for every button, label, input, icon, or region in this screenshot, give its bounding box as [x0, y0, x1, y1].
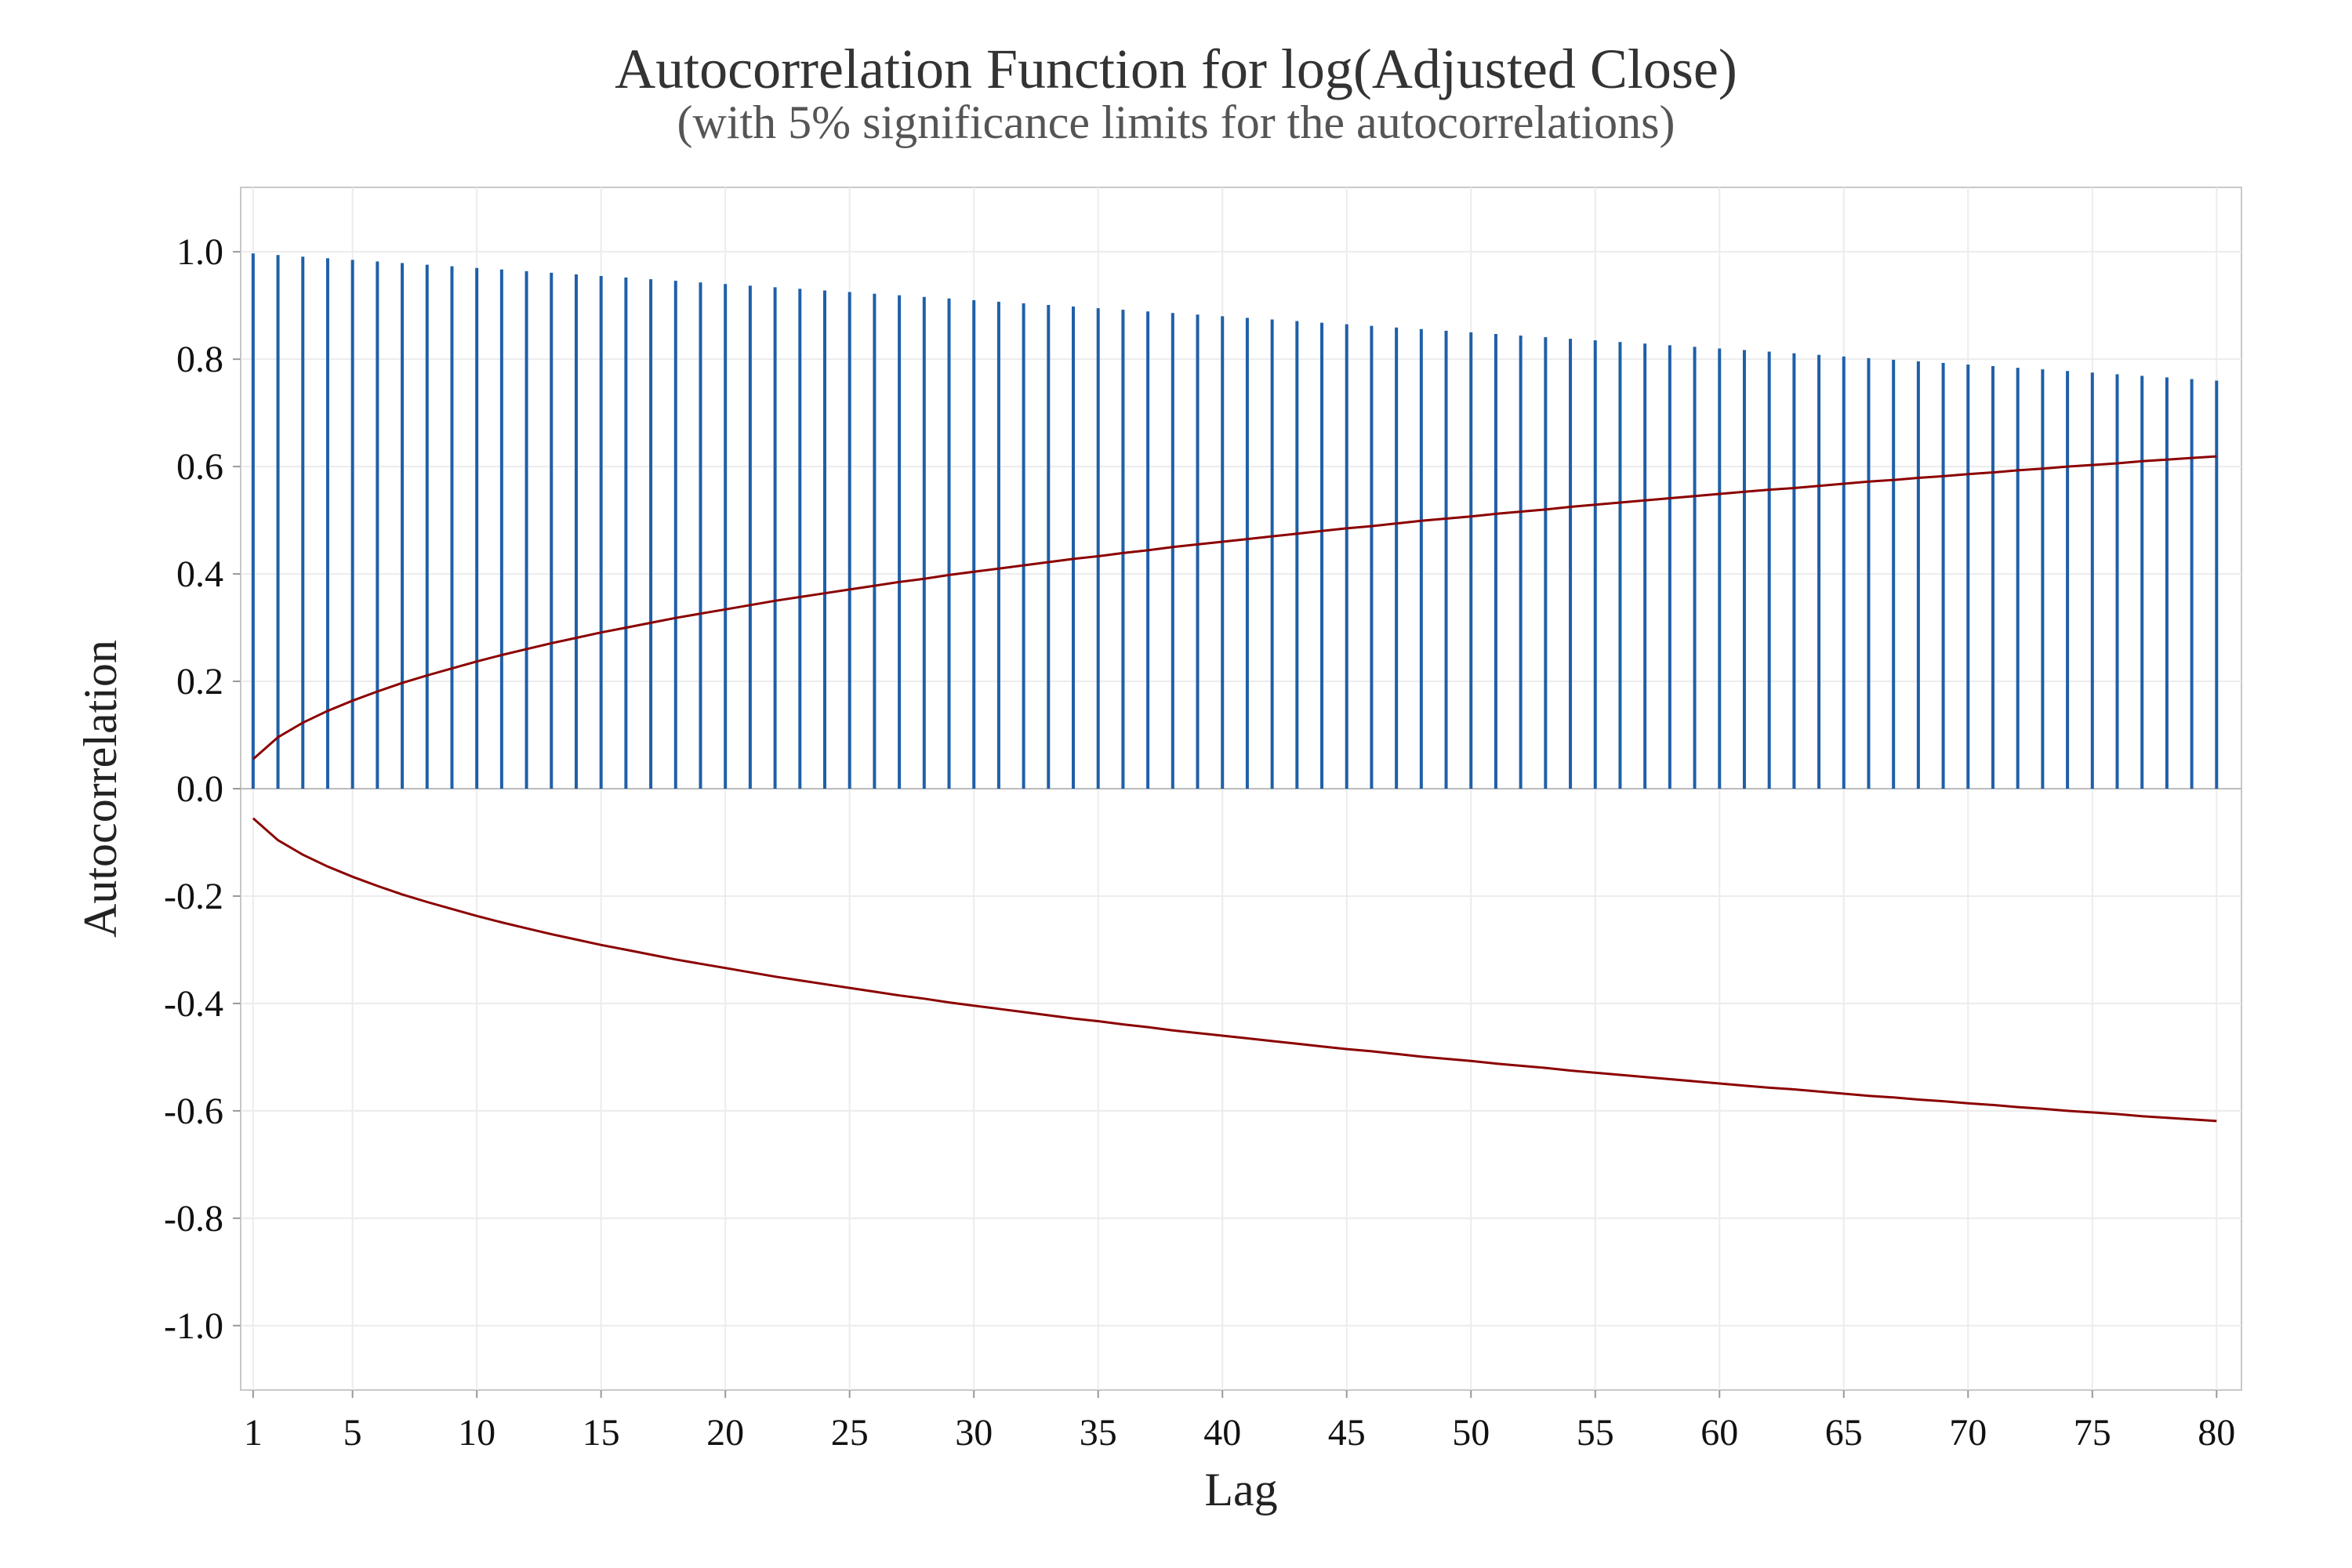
y-axis-title: Autocorrelation — [74, 640, 126, 938]
y-tick-label: -0.4 — [164, 983, 223, 1025]
y-tick-label: 0.4 — [176, 554, 223, 595]
chart-title: Autocorrelation Function for log(Adjuste… — [615, 38, 1737, 100]
x-tick-label: 45 — [1328, 1412, 1366, 1454]
y-tick-label: -1.0 — [164, 1305, 223, 1347]
y-tick-label: 0.0 — [176, 768, 223, 810]
x-tick-label: 75 — [2074, 1412, 2111, 1454]
x-tick-label: 20 — [706, 1412, 744, 1454]
acf-bars — [251, 253, 2219, 789]
x-tick-label: 10 — [458, 1412, 495, 1454]
x-axis-title: Lag — [1204, 1464, 1277, 1515]
x-tick-label: 80 — [2198, 1412, 2235, 1454]
chart-subtitle: (with 5% significance limits for the aut… — [677, 96, 1675, 148]
y-tick-label: 0.8 — [176, 339, 223, 380]
significance-limits — [252, 455, 2217, 1123]
x-tick-label: 50 — [1452, 1412, 1490, 1454]
y-axis-ticks: 1.0 0.8 0.6 0.4 0.2 0.0 -0.2 -0.4 -0.6 -0.8 -1.0 — [164, 231, 241, 1347]
x-tick-label: 60 — [1700, 1412, 1738, 1454]
y-tick-label: -0.8 — [164, 1198, 223, 1240]
x-tick-label: 40 — [1203, 1412, 1241, 1454]
y-tick-label: -0.2 — [164, 876, 223, 917]
y-tick-label: 1.0 — [176, 231, 223, 273]
x-tick-label: 5 — [343, 1412, 362, 1454]
y-tick-label: 0.2 — [176, 661, 223, 702]
upper-significance-limit — [252, 455, 2217, 760]
x-tick-label: 35 — [1080, 1412, 1117, 1454]
x-tick-label: 70 — [1949, 1412, 1987, 1454]
x-tick-label: 55 — [1577, 1412, 1614, 1454]
x-tick-label: 1 — [244, 1412, 263, 1454]
y-tick-label: -0.6 — [164, 1091, 223, 1132]
x-tick-label: 65 — [1825, 1412, 1863, 1454]
lower-significance-limit — [252, 817, 2217, 1123]
y-tick-label: 0.6 — [176, 446, 223, 488]
x-axis-ticks: 1 5 10 15 20 25 30 35 40 45 50 55 60 65 70 75 80 — [244, 1390, 2235, 1454]
x-tick-label: 30 — [955, 1412, 993, 1454]
x-tick-label: 25 — [831, 1412, 869, 1454]
x-tick-label: 15 — [583, 1412, 620, 1454]
